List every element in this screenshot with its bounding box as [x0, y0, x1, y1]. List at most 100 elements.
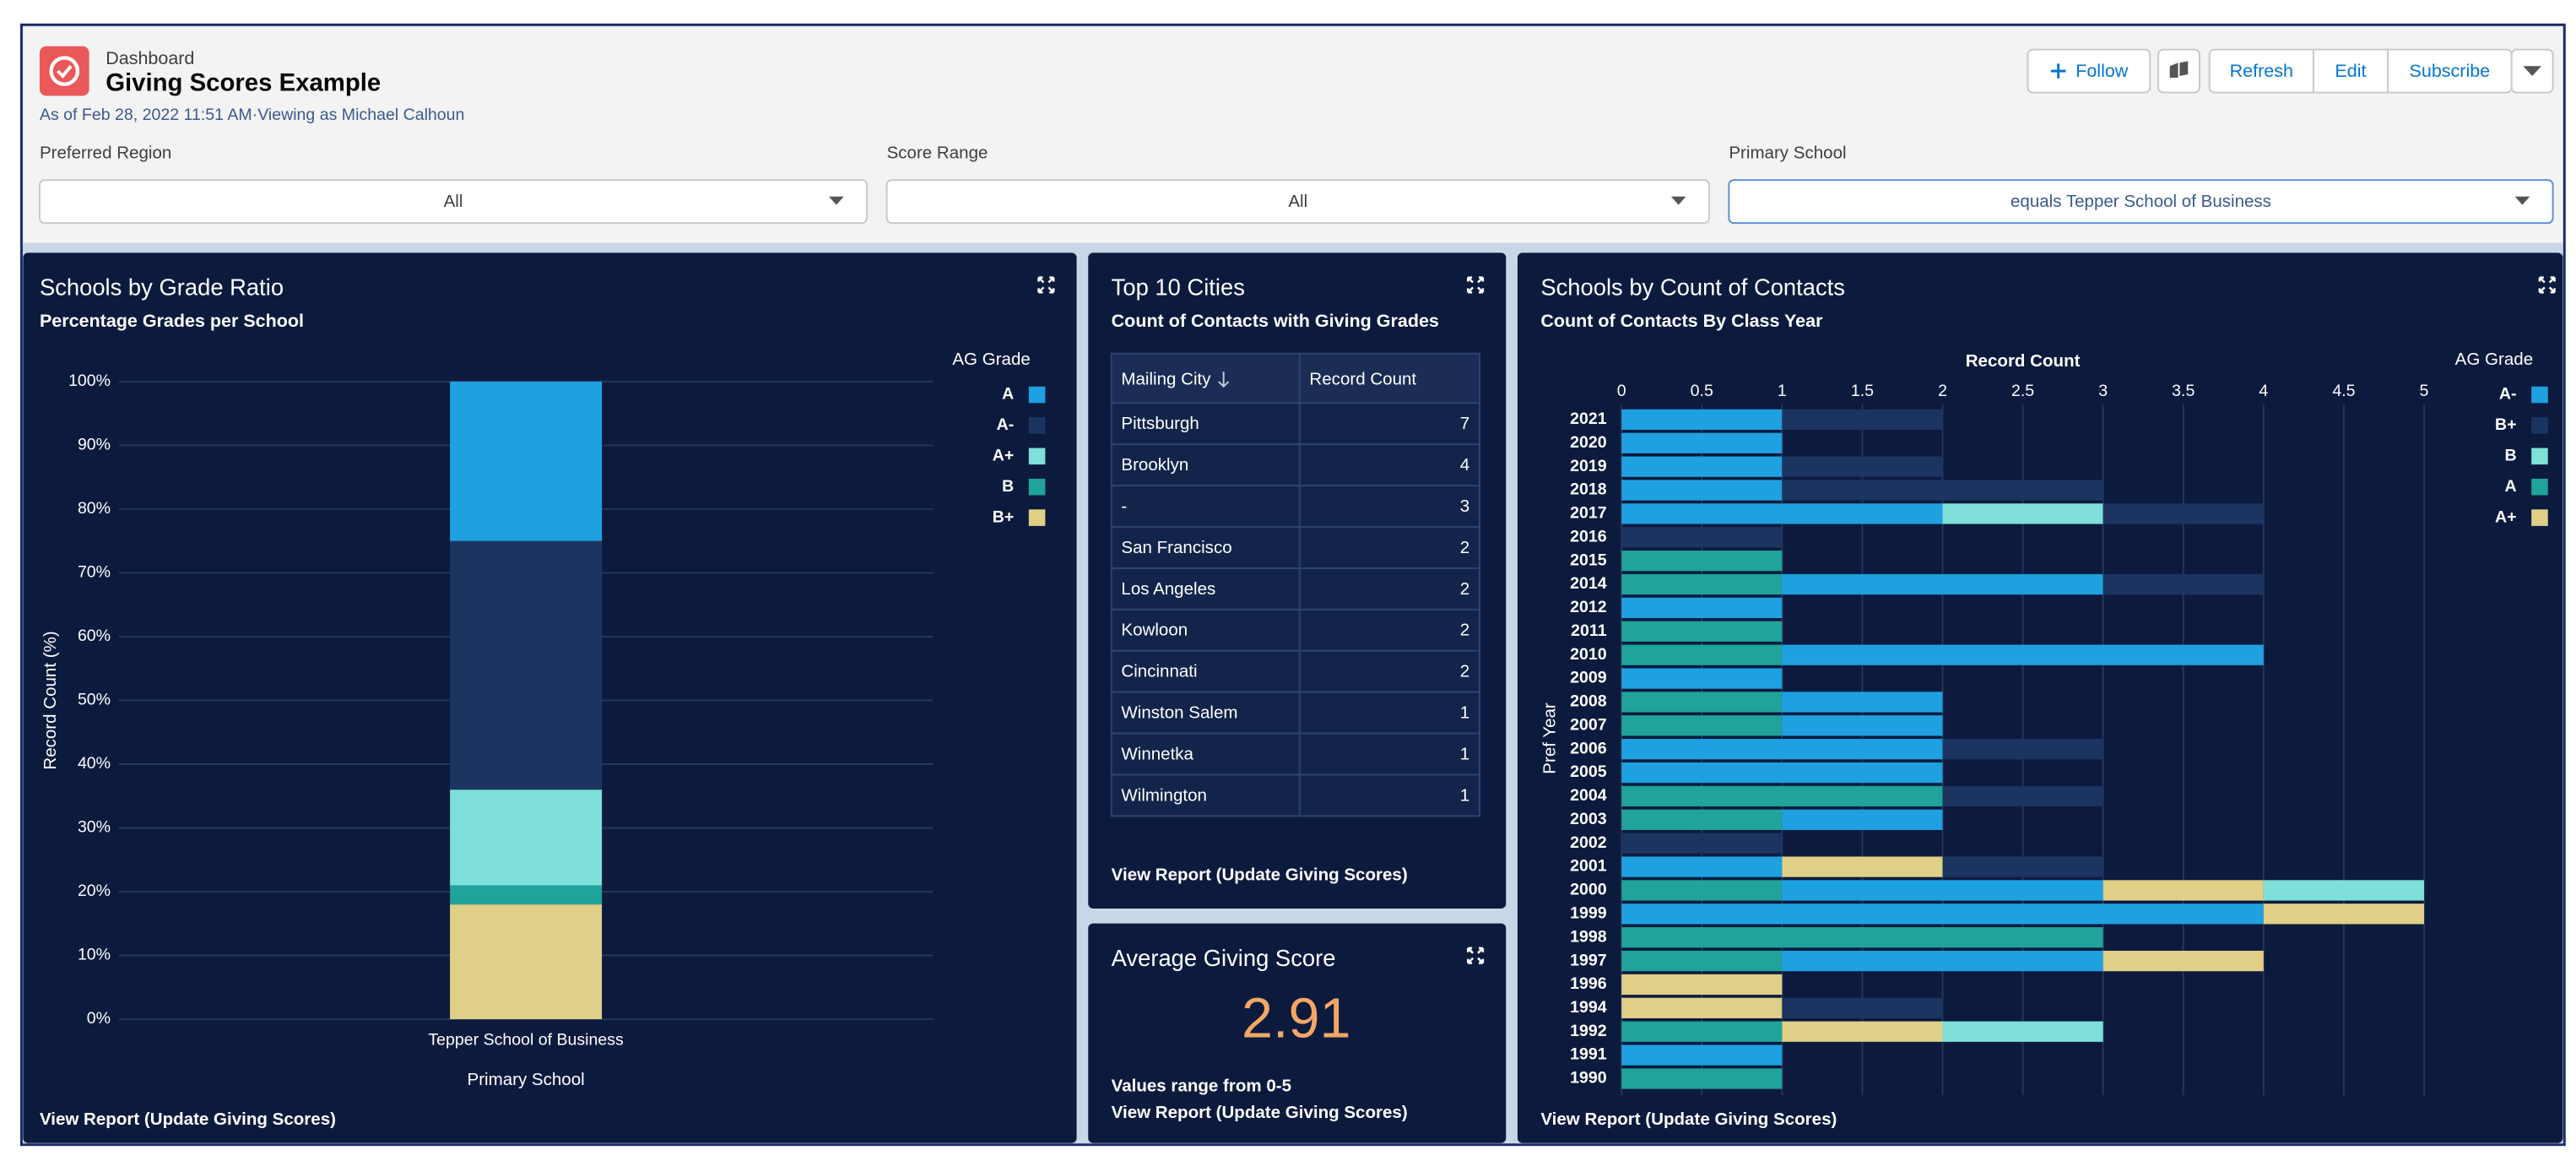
- bar-segment: [1782, 573, 2103, 595]
- bar-segment: [1942, 1021, 2103, 1042]
- bar-segment: [1621, 785, 1943, 807]
- y-tick-label: 2007: [1570, 715, 1607, 734]
- expand-icon[interactable]: [1037, 276, 1055, 294]
- x-tick-label: 4.5: [2332, 382, 2355, 400]
- bar-segment: [1942, 503, 2103, 524]
- filter-dropdown[interactable]: [1728, 179, 2554, 225]
- bar-segment: [1621, 880, 1783, 901]
- metric-note: Values range from 0-5: [1112, 1077, 1291, 1096]
- report-link[interactable]: View Report (Update Giving Scores): [1112, 1103, 1408, 1122]
- expand-icon[interactable]: [2538, 276, 2556, 294]
- y-tick-label: 80%: [78, 499, 111, 518]
- y-tick-label: 2000: [1570, 881, 1607, 899]
- dashboard-subtitle: As of Feb 28, 2022 11:51 AM·Viewing as M…: [40, 106, 464, 124]
- y-tick-label: 50%: [78, 691, 111, 709]
- caret: [1670, 196, 1686, 205]
- legend-swatch: [1028, 478, 1046, 496]
- widget-title: Average Giving Score: [1112, 945, 1336, 971]
- plus-icon: [2050, 63, 2066, 79]
- x-axis-title: Primary School: [468, 1070, 585, 1089]
- icon-check: [57, 64, 73, 79]
- count-cell: 2: [1460, 621, 1469, 640]
- filter-label: Primary School: [1729, 143, 1846, 162]
- x-tick-label: 2: [1938, 382, 1947, 400]
- y-tick-label: 2004: [1570, 786, 1607, 805]
- y-tick-label: 2016: [1570, 527, 1607, 545]
- follow-button[interactable]: [2027, 48, 2151, 94]
- bar-segment: [2102, 573, 2264, 595]
- report-link[interactable]: View Report (Update Giving Scores): [40, 1110, 336, 1129]
- bar-segment: [450, 540, 603, 790]
- x-tick-label: 1.5: [1851, 382, 1874, 400]
- bar-segment: [1621, 503, 1943, 524]
- y-tick-label: 1991: [1570, 1045, 1607, 1064]
- bar-segment: [1621, 527, 1783, 548]
- edit-button[interactable]: Edit: [2335, 61, 2366, 81]
- y-tick-label: 1999: [1570, 903, 1607, 922]
- bar-segment: [1621, 480, 1783, 501]
- legend-title: AG Grade: [952, 350, 1030, 369]
- table-row: [1110, 443, 1480, 487]
- legend-title: AG Grade: [2455, 350, 2533, 369]
- y-tick-label: 30%: [78, 818, 111, 837]
- filters: Preferred Region All Score Range All Primary…: [38, 143, 2554, 225]
- city-cell: Kowloon: [1121, 621, 1188, 640]
- column-header[interactable]: Mailing City: [1121, 369, 1211, 388]
- sort-arrow: [1218, 372, 1230, 388]
- collab-icon: [2169, 61, 2189, 78]
- bar-segment: [1621, 1044, 1783, 1066]
- bar-segment: [450, 381, 603, 541]
- filter-dropdown[interactable]: [38, 179, 869, 225]
- city-cell: -: [1121, 496, 1127, 516]
- x-axis-title: Record Count: [1966, 351, 2081, 371]
- y-tick-label: 1996: [1570, 974, 1607, 993]
- legend-swatch: [2531, 448, 2548, 465]
- bar-segment: [1621, 1068, 1783, 1089]
- bar-segment: [1621, 621, 1783, 642]
- subscribe-button[interactable]: Subscribe: [2410, 61, 2491, 81]
- count-cell: 1: [1460, 703, 1469, 723]
- y-tick-label: 40%: [78, 754, 111, 773]
- icon-button[interactable]: [2157, 48, 2200, 94]
- y-tick-label: 2019: [1570, 457, 1607, 475]
- report-link[interactable]: View Report (Update Giving Scores): [1112, 865, 1408, 884]
- filter-dropdown[interactable]: [885, 179, 1710, 225]
- y-tick-label: 1990: [1570, 1069, 1607, 1088]
- table-row: [1110, 485, 1480, 529]
- y-tick-label: 1997: [1570, 951, 1607, 969]
- refresh-button[interactable]: Refresh: [2230, 61, 2293, 81]
- bar-segment: [450, 789, 603, 886]
- city-cell: Brooklyn: [1121, 455, 1188, 475]
- x-tick-label: 0.5: [1691, 382, 1713, 400]
- report-link[interactable]: View Report (Update Giving Scores): [1540, 1110, 1837, 1129]
- y-tick-label: 2001: [1570, 857, 1607, 876]
- expand-icon[interactable]: [1466, 947, 1485, 964]
- bar-segment: [1782, 456, 1943, 477]
- bar-segment: [1621, 974, 1783, 996]
- bar-segment: [1782, 409, 1943, 431]
- widget-bg: [1088, 923, 1507, 1143]
- legend-label: A-: [997, 415, 1015, 434]
- table-row: [1110, 691, 1480, 735]
- legend-swatch: [2531, 386, 2548, 404]
- bar-segment: [1621, 573, 1783, 595]
- expand-icon[interactable]: [1466, 276, 1485, 294]
- bar-segment: [2102, 503, 2264, 524]
- y-tick-label: 2021: [1570, 410, 1607, 428]
- y-tick-label: 90%: [78, 436, 111, 454]
- legend-label: A+: [2495, 507, 2517, 526]
- bar-segment: [1942, 739, 2103, 760]
- table-row: [1110, 567, 1480, 610]
- caret: [2514, 196, 2530, 205]
- count-cell: 3: [1460, 496, 1469, 516]
- bar-segment: [1621, 456, 1783, 477]
- filter-value: All: [1288, 192, 1307, 211]
- column-header[interactable]: Record Count: [1309, 369, 1416, 388]
- city-cell: Cincinnati: [1121, 662, 1197, 681]
- table-row: [1110, 732, 1480, 776]
- y-tick-label: 1994: [1570, 998, 1607, 1017]
- y-axis-title: Record Count (%): [41, 631, 60, 769]
- y-tick-label: 1998: [1570, 927, 1607, 946]
- bar-segment: [1621, 644, 1783, 665]
